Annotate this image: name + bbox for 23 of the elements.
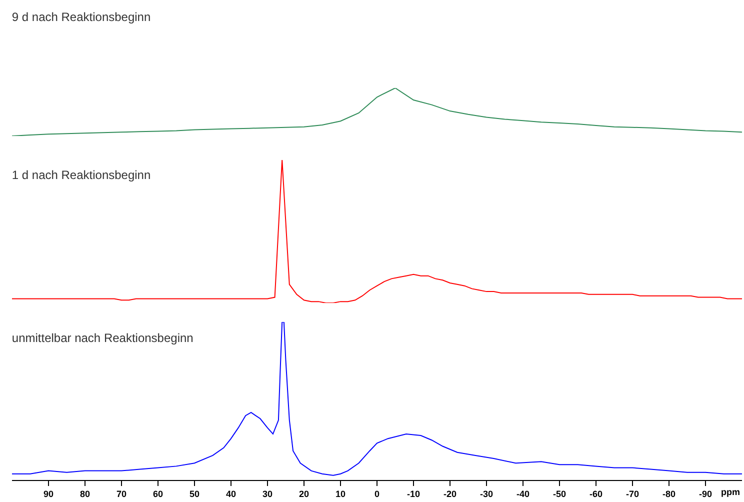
text: unmittelbar nach Reaktionsbeginn: [12, 331, 194, 346]
x-tick-label: -60: [589, 488, 603, 499]
x-tick-label: 50: [189, 488, 200, 499]
x-tick-label: -90: [698, 488, 712, 499]
x-tick-label: 30: [262, 488, 273, 499]
chart-title: 9 d nach Reaktionsbeginn: [12, 10, 151, 24]
x-tick-label: -50: [552, 488, 566, 499]
x-tick-label: 40: [226, 488, 236, 499]
x-tick-label: -40: [516, 488, 530, 499]
x-tick-label: 10: [335, 488, 346, 499]
x-tick-label: -10: [406, 488, 420, 499]
x-tick-label: -70: [626, 488, 640, 499]
x-tick-label: 0: [374, 488, 380, 499]
x-tick-label: 70: [116, 488, 127, 499]
text: 1 d nach Reaktionsbeginn: [12, 168, 151, 182]
x-axis-title: ppm: [721, 487, 740, 497]
x-tick-label: -30: [480, 488, 494, 499]
x-tick-label: -80: [662, 488, 676, 499]
x-tick-label: 80: [80, 488, 90, 499]
x-tick-label: 60: [152, 488, 164, 499]
x-tick-label: -20: [443, 488, 457, 499]
x-tick-label: 20: [298, 488, 310, 499]
x-tick-label: 90: [43, 488, 54, 499]
